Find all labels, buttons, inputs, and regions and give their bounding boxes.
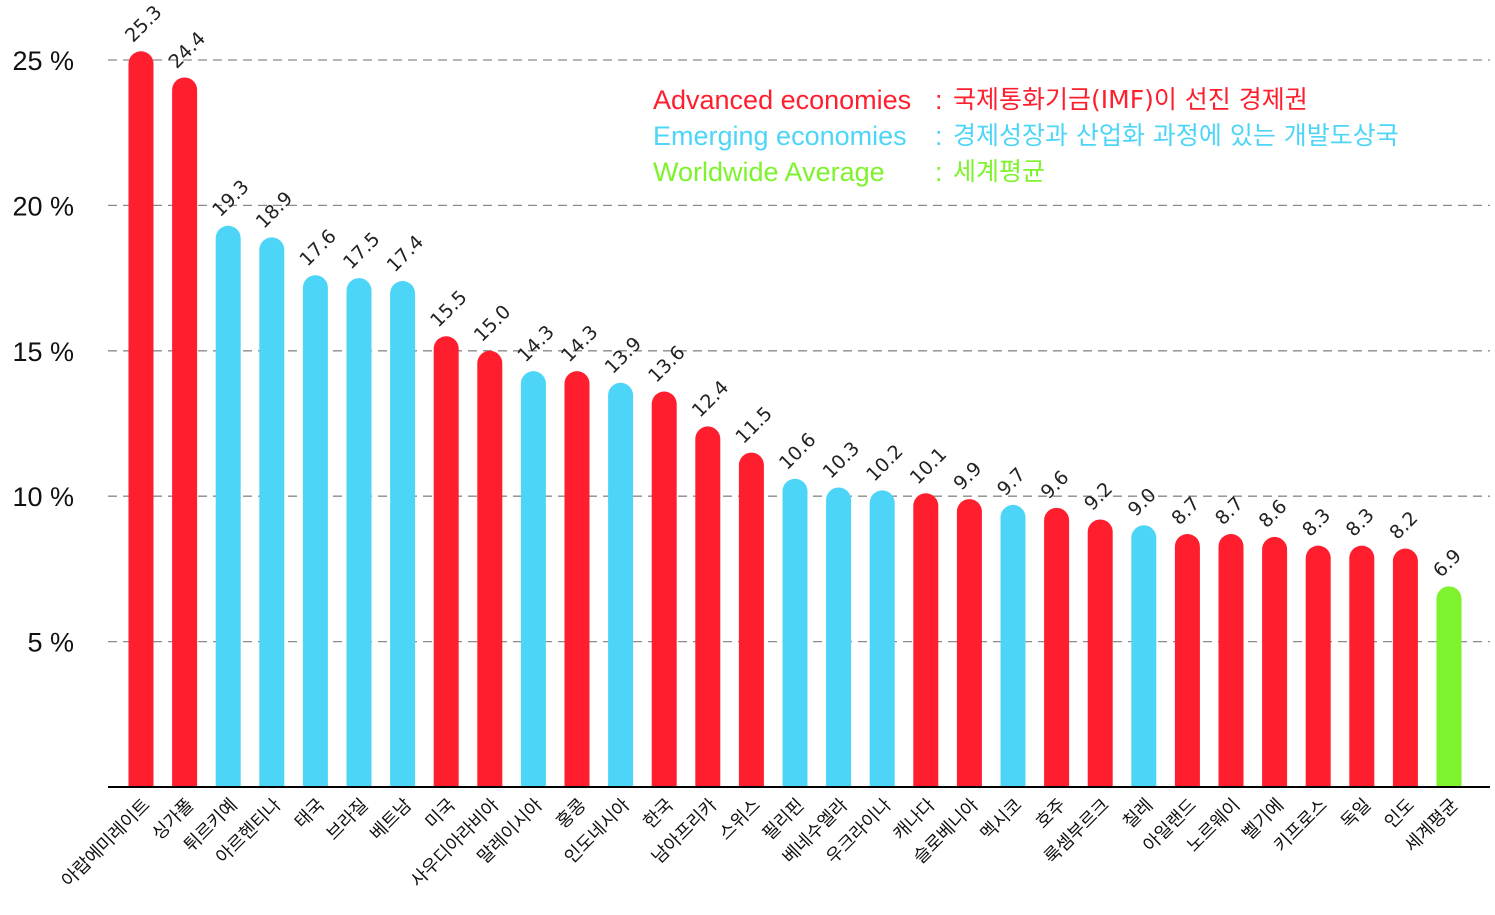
category-label: 태국 [291, 795, 329, 833]
bar [172, 77, 198, 787]
bar [390, 281, 416, 787]
bar [782, 478, 808, 787]
bar [826, 487, 852, 787]
bar [608, 382, 634, 787]
value-label: 9.2 [1080, 478, 1117, 515]
category-label: 칠레 [1119, 795, 1157, 833]
legend-desc-advanced: 국제통화기금(IMF)이 선진 경제권 [953, 85, 1308, 114]
bar [1000, 504, 1026, 787]
value-label: 9.7 [993, 464, 1030, 501]
category-label: 스위스 [715, 795, 765, 845]
bar [1174, 534, 1200, 787]
bar [1087, 519, 1113, 787]
bar [1436, 586, 1462, 787]
bar [651, 391, 677, 787]
bar [1262, 536, 1288, 787]
category-label: 베트남 [366, 795, 416, 845]
bar [956, 499, 982, 787]
y-axis-ticks: 5 % 10 % 15 % 20 % 25 % [12, 46, 74, 658]
bar [128, 51, 154, 787]
y-tick-label: 5 % [27, 628, 74, 658]
bar [1392, 548, 1418, 787]
value-label: 10.6 [775, 429, 820, 474]
bar [215, 225, 241, 788]
bar [1218, 534, 1244, 787]
legend-separator: : [935, 157, 943, 187]
value-label: 8.7 [1211, 493, 1248, 530]
value-label: 6.9 [1429, 545, 1466, 582]
bar [1349, 545, 1375, 787]
value-label: 24.4 [165, 28, 210, 73]
y-tick-label: 25 % [12, 46, 74, 76]
category-label: 인도 [1381, 795, 1419, 833]
bar [346, 278, 372, 787]
bar [695, 426, 721, 787]
value-label: 17.4 [383, 231, 428, 276]
category-label: 아랍에미레이트 [58, 795, 155, 892]
value-label: 14.3 [513, 321, 558, 366]
y-tick-label: 20 % [12, 191, 74, 221]
value-label: 12.4 [688, 376, 733, 421]
category-label: 한국 [639, 795, 677, 833]
category-label: 호주 [1032, 795, 1070, 833]
value-label: 9.0 [1124, 484, 1161, 521]
value-label: 14.3 [557, 321, 602, 366]
legend-item-emerging: Emerging economies : 경제성장과 산업화 과정에 있는 개발… [653, 118, 1399, 154]
bar [1131, 525, 1157, 787]
value-label: 8.2 [1385, 507, 1422, 544]
y-tick-label: 15 % [12, 337, 74, 367]
bar [738, 452, 764, 787]
bar [302, 275, 328, 787]
value-label: 8.7 [1167, 493, 1204, 530]
value-label: 10.1 [906, 443, 951, 488]
category-label: 멕시코 [977, 795, 1027, 845]
y-tick-label: 10 % [12, 482, 74, 512]
legend-desc-world: 세계평균 [953, 157, 1046, 186]
value-label: 11.5 [731, 403, 776, 448]
category-label: 홍콩 [552, 795, 590, 833]
legend-item-world: Worldwide Average : 세계평균 [653, 154, 1399, 190]
value-label: 9.9 [949, 458, 986, 495]
value-label: 19.3 [208, 176, 253, 221]
value-label: 17.5 [339, 228, 384, 273]
legend-name-world: Worldwide Average [653, 157, 885, 187]
value-label: 10.2 [862, 440, 907, 485]
bar [1305, 545, 1331, 787]
value-label: 25.3 [121, 1, 166, 46]
value-label: 13.9 [601, 333, 646, 378]
value-label: 15.5 [426, 286, 471, 331]
bar [433, 336, 459, 787]
legend-separator: : [935, 121, 943, 151]
value-label: 9.6 [1037, 466, 1074, 503]
value-label: 10.3 [819, 438, 864, 483]
category-label: 독일 [1337, 795, 1375, 833]
category-label: 미국 [421, 795, 459, 833]
value-label: 8.3 [1298, 504, 1335, 541]
value-label: 13.6 [644, 342, 689, 387]
value-label: 8.3 [1342, 504, 1379, 541]
category-label: 브라질 [323, 795, 373, 845]
bar [477, 350, 503, 787]
legend: Advanced economies : 국제통화기금(IMF)이 선진 경제권… [653, 82, 1399, 190]
bar [259, 237, 285, 787]
legend-name-advanced: Advanced economies [653, 85, 912, 115]
value-label: 15.0 [470, 301, 515, 346]
bar [869, 490, 895, 787]
bar [913, 493, 939, 787]
legend-item-advanced: Advanced economies : 국제통화기금(IMF)이 선진 경제권 [653, 82, 1399, 118]
bar [564, 371, 590, 787]
value-label: 18.9 [252, 187, 297, 232]
bars [128, 51, 1462, 788]
legend-separator: : [935, 85, 943, 115]
bar [1044, 507, 1070, 787]
bar [520, 371, 546, 787]
legend-desc-emerging: 경제성장과 산업화 과정에 있는 개발도상국 [953, 121, 1399, 150]
value-label: 8.6 [1255, 496, 1292, 533]
legend-name-emerging: Emerging economies [653, 121, 907, 151]
value-label: 17.6 [295, 225, 340, 270]
